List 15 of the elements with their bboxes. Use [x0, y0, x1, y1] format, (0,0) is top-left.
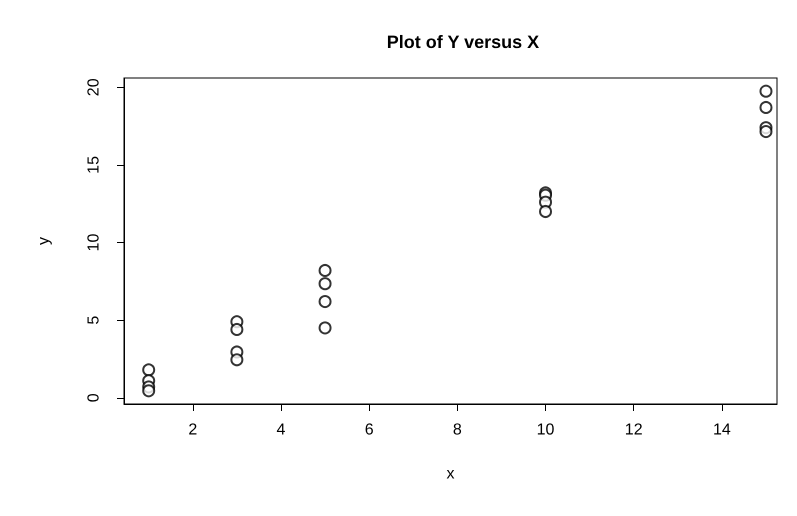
x-tick-label: 4: [276, 422, 286, 438]
y-tick-label: 15: [86, 156, 102, 174]
x-tick-label: 6: [364, 422, 374, 438]
chart-title: Plot of Y versus X: [386, 32, 540, 52]
y-tick-label: 0: [86, 393, 102, 402]
x-tick-label: 12: [624, 422, 643, 438]
y-tick-label: 5: [86, 316, 102, 325]
x-tick-label: 8: [452, 422, 462, 438]
y-tick-label: 10: [86, 234, 102, 252]
x-axis-title: x: [446, 466, 454, 482]
x-tick-label: 14: [712, 422, 731, 438]
y-axis-title: y: [36, 237, 52, 245]
x-tick-label: 10: [536, 422, 555, 438]
y-tick-label: 20: [86, 78, 102, 96]
x-tick-label: 2: [188, 422, 198, 438]
